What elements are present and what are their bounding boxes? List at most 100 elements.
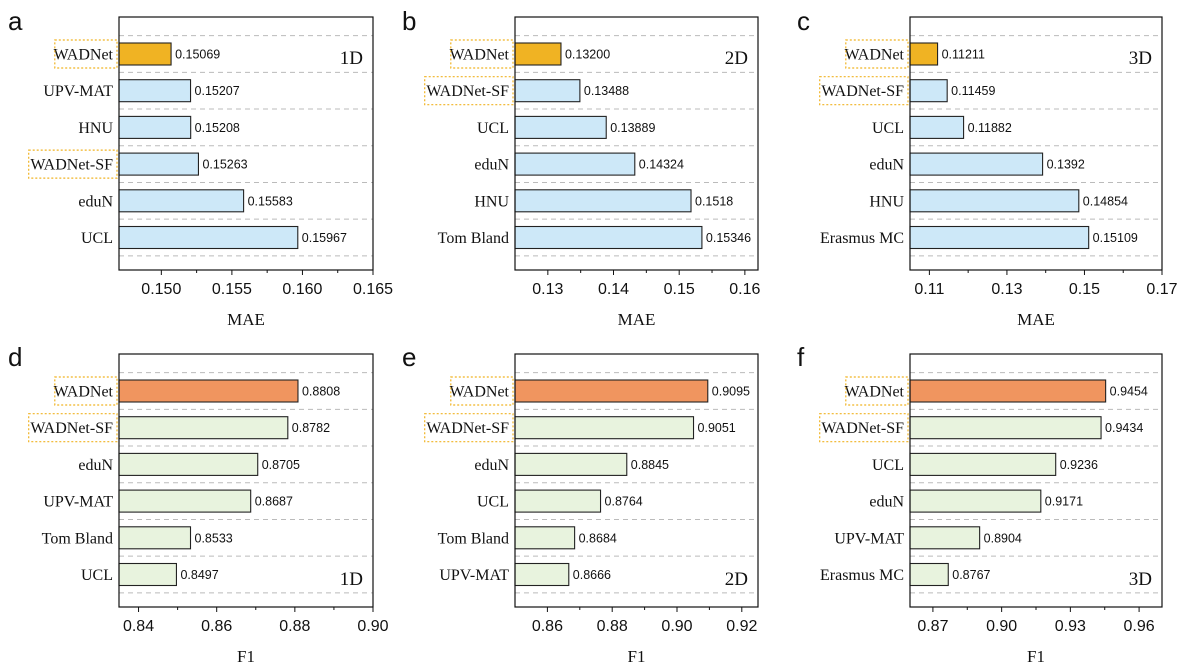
category-label: WADNet: [53, 384, 113, 401]
panel-letter: c: [797, 6, 810, 36]
value-label: 0.8687: [255, 495, 293, 509]
category-label: HNU: [474, 193, 509, 210]
category-label: WADNet: [844, 384, 904, 401]
value-label: 0.1518: [695, 194, 733, 208]
category-label: WADNet-SF: [30, 157, 113, 174]
x-tick-label: 0.15: [1069, 281, 1100, 298]
category-label: WADNet: [53, 47, 113, 64]
category-label: UCL: [477, 120, 509, 137]
bar-wadnet-sf: [909, 416, 1102, 440]
category-label: UPV-MAT: [43, 494, 113, 511]
bar-hnu: [514, 189, 692, 213]
x-tick-label: 0.96: [1124, 618, 1155, 635]
category-label: WADNet: [844, 47, 904, 64]
x-tick-label: 0.90: [661, 618, 692, 635]
highlight-box: [450, 39, 514, 69]
value-label: 0.8705: [262, 458, 300, 472]
category-label: HNU: [869, 193, 904, 210]
value-label: 0.15346: [706, 231, 751, 245]
dimension-tag: 3D: [1129, 569, 1152, 590]
highlight-box: [819, 413, 909, 443]
highlight-box: [28, 413, 118, 443]
value-label: 0.14854: [1083, 194, 1128, 208]
value-label: 0.9095: [712, 385, 750, 399]
panel-d: d 0.8808 WADNet 0.8782 WADNet-SF 0.8705 eduN 0.…: [8, 342, 389, 664]
x-tick-label: 0.16: [729, 281, 760, 298]
bar-ucl: [118, 225, 299, 250]
bar-edun: [909, 489, 1042, 513]
bar-edun: [514, 152, 636, 176]
value-label: 0.8845: [631, 458, 669, 472]
category-label: eduN: [474, 457, 509, 474]
highlight-box: [424, 76, 514, 106]
bar-tom-bland: [118, 526, 192, 550]
x-tick-label: 0.155: [212, 281, 252, 298]
bar-edun: [909, 152, 1044, 176]
x-tick-label: 0.17: [1146, 281, 1177, 298]
bar-wadnet-sf: [118, 416, 289, 440]
value-label: 0.13200: [565, 48, 610, 62]
x-axis-label: F1: [628, 647, 646, 664]
bar-ucl: [909, 115, 965, 139]
category-label: eduN: [869, 157, 904, 174]
x-tick-label: 0.15: [664, 281, 695, 298]
panel-frame: [514, 16, 759, 271]
category-label: Tom Bland: [438, 230, 509, 247]
category-label: WADNet-SF: [30, 420, 113, 437]
bar-edun: [118, 189, 245, 213]
bar-upv-mat: [118, 489, 252, 513]
dimension-tag: 2D: [725, 569, 748, 590]
dimension-tag: 1D: [340, 48, 363, 69]
value-label: 0.13488: [584, 84, 629, 98]
value-label: 0.11882: [968, 121, 1012, 135]
category-label: eduN: [78, 193, 113, 210]
bar-edun: [118, 452, 259, 476]
bar-tom-bland: [514, 526, 576, 550]
bar-erasmus-mc: [909, 225, 1090, 250]
x-tick-label: 0.90: [357, 618, 388, 635]
value-label: 0.15207: [195, 84, 240, 98]
category-label: Erasmus MC: [820, 567, 904, 584]
bar-ucl: [909, 452, 1057, 476]
category-label: WADNet-SF: [426, 83, 509, 100]
category-label: WADNet-SF: [821, 83, 904, 100]
value-label: 0.8533: [195, 531, 233, 545]
dimension-tag: 3D: [1129, 48, 1152, 69]
x-tick-label: 0.14: [598, 281, 629, 298]
category-label: Tom Bland: [42, 530, 113, 547]
panel-letter: e: [402, 342, 416, 372]
category-label: eduN: [78, 457, 113, 474]
x-tick-label: 0.90: [986, 618, 1017, 635]
value-label: 0.8767: [952, 568, 990, 582]
value-label: 0.15109: [1093, 231, 1138, 245]
panel-b: b 0.13200 WADNet 0.13488 WADNet-SF 0.13889 UCL…: [402, 6, 761, 329]
x-axis-label: MAE: [1017, 310, 1055, 329]
category-label: WADNet-SF: [426, 420, 509, 437]
panel-frame: [909, 16, 1163, 271]
value-label: 0.11211: [942, 48, 985, 62]
value-label: 0.8666: [573, 568, 611, 582]
panel-letter: f: [797, 342, 805, 372]
value-label: 0.15967: [302, 231, 347, 245]
dimension-tag: 2D: [725, 48, 748, 69]
bar-wadnet: [909, 379, 1107, 403]
bar-hnu: [909, 189, 1080, 213]
x-axis-label: F1: [1027, 647, 1045, 664]
value-label: 0.9236: [1060, 458, 1098, 472]
value-label: 0.14324: [639, 158, 684, 172]
panel-e: e 0.9095 WADNet 0.9051 WADNet-SF 0.8845 eduN 0.…: [402, 342, 759, 664]
bar-wadnet: [514, 42, 562, 66]
value-label: 0.8684: [579, 531, 617, 545]
bar-ucl: [514, 489, 602, 513]
category-label: WADNet: [449, 384, 509, 401]
x-tick-label: 0.88: [279, 618, 310, 635]
bar-edun: [514, 452, 628, 476]
bar-wadnet: [514, 379, 709, 403]
x-axis-label: MAE: [618, 310, 656, 329]
x-axis-label: F1: [237, 647, 255, 664]
value-label: 0.8904: [984, 531, 1022, 545]
x-tick-label: 0.11: [914, 281, 944, 298]
category-label: UCL: [872, 120, 904, 137]
category-label: Erasmus MC: [820, 230, 904, 247]
